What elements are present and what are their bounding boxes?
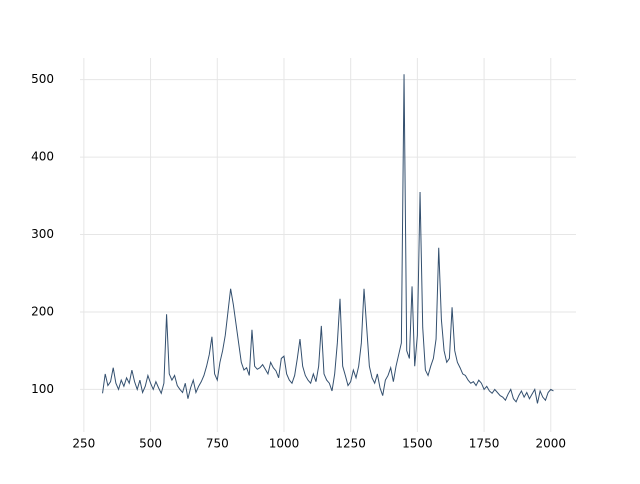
x-tick-label: 750 <box>206 437 229 451</box>
y-tick-label: 300 <box>31 227 54 241</box>
y-tick-label: 400 <box>31 150 54 164</box>
x-tick-label: 2000 <box>536 437 567 451</box>
x-tick-label: 1000 <box>269 437 300 451</box>
x-tick-label: 1250 <box>335 437 366 451</box>
x-tick-label: 1750 <box>469 437 500 451</box>
y-tick-label: 500 <box>31 72 54 86</box>
x-tick-label: 1500 <box>402 437 433 451</box>
y-tick-label: 100 <box>31 382 54 396</box>
data-line <box>102 74 554 404</box>
x-tick-label: 250 <box>72 437 95 451</box>
x-tick-label: 500 <box>139 437 162 451</box>
y-tick-label: 200 <box>31 304 54 318</box>
